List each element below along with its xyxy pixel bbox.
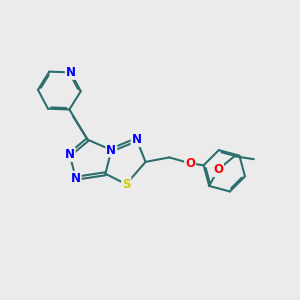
Text: N: N <box>106 143 116 157</box>
Text: N: N <box>65 148 75 161</box>
Text: N: N <box>132 133 142 146</box>
Text: N: N <box>66 66 76 79</box>
Text: O: O <box>185 157 195 170</box>
Text: O: O <box>213 163 223 176</box>
Text: S: S <box>122 178 130 191</box>
Text: N: N <box>71 172 81 185</box>
